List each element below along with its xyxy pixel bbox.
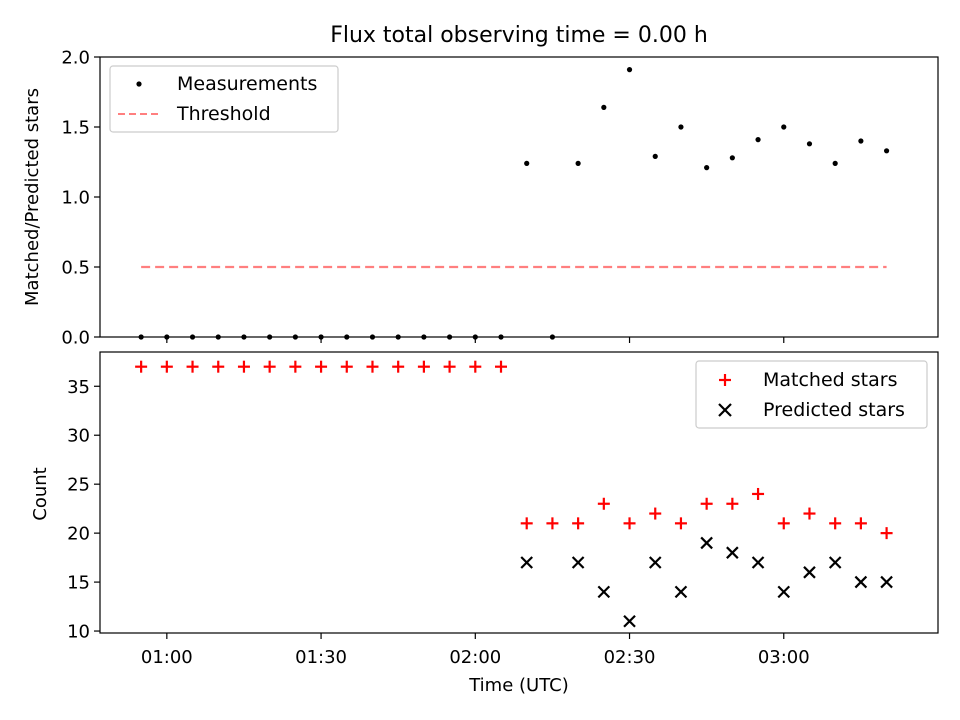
predicted-star-point [803,566,816,579]
bottom-panel: 10 15 20 25 30 35 01:00 01:30 02:00 02:30 03:00 C… [30,351,939,696]
measurement-point [678,124,684,130]
top-x-ticks [166,337,785,343]
matched-star-point [726,497,739,510]
top-title: Flux total observing time = 0.00 h [330,23,708,48]
measurement-point [601,104,607,110]
matched-star-point [366,360,379,373]
matched-star-point [829,517,842,530]
measurement-point [883,148,890,154]
matched-star-point [392,360,405,373]
matched-star-point [803,507,816,520]
top-legend: Measurements Threshold [109,65,339,133]
bottom-x-ticks: 01:00 01:30 02:00 02:30 03:00 [141,633,810,668]
predicted-star-point [854,575,868,589]
legend-measurements-marker [136,81,142,87]
top-y-axis-label: Matched/Predicted stars [22,88,43,306]
predicted-star-point [880,575,893,589]
bottom-x-axis-label: Time (UTC) [468,675,569,696]
top-y-tick-label: 0.0 [61,328,90,349]
legend-matched-marker [719,374,731,386]
legend-threshold-label: Threshold [176,103,271,125]
matched-star-point [597,497,610,510]
matched-star-point [752,487,765,500]
bottom-y-tick-label: 30 [67,426,90,447]
matched-star-point [495,360,508,373]
bottom-plot-area [135,360,893,628]
matched-star-point [572,517,585,530]
predicted-star-point [726,546,739,559]
measurement-point [704,165,710,171]
matched-star-point [340,360,353,373]
matched-star-point [135,360,148,373]
bottom-legend-box [695,360,928,429]
top-y-tick-label: 0.5 [61,258,90,279]
bottom-axes-frame [99,351,939,634]
matched-star-point [700,497,713,510]
bottom-y-tick-label: 10 [67,622,90,643]
matched-star-point [854,517,867,530]
matched-star-point [289,360,302,373]
matched-star-point [315,360,328,373]
predicted-star-point [648,556,662,569]
measurement-point [755,137,761,143]
measurement-point [781,124,787,130]
matched-star-point [443,360,456,373]
bottom-x-tick-label: 02:00 [449,647,501,668]
matched-star-point [649,507,662,520]
legend-predicted-label: Predicted stars [763,399,905,421]
predicted-star-point [597,585,611,599]
matched-star-point [237,360,250,373]
measurement-point [652,153,658,159]
predicted-star-point [777,585,791,599]
matched-star-point [263,360,276,373]
bottom-y-tick-label: 25 [67,475,90,496]
measurement-point [524,160,530,166]
top-panel: Flux total observing time = 0.00 h 0.00.… [22,23,939,349]
measurement-point [729,155,735,161]
bottom-legend: Matched stars Predicted stars [695,360,928,429]
bottom-x-tick-label: 01:30 [295,647,347,668]
top-plot-area [138,67,890,340]
matched-star-point [777,517,790,530]
bottom-y-ticks: 10 15 20 25 30 35 [67,377,100,643]
matched-star-point [469,360,482,373]
measurement-point [858,138,864,144]
matched-star-point [160,360,173,373]
measurement-point [626,67,633,73]
top-y-tick-label: 1.5 [61,118,90,139]
matched-star-point [212,360,225,373]
top-y-tick-label: 1.0 [61,188,90,209]
top-y-tick-label: 2.0 [61,48,90,69]
top-legend-box [109,65,339,133]
matched-star-point [520,517,533,530]
measurement-point [832,160,838,166]
matched-star-point [546,517,559,530]
matched-star-point [674,517,687,530]
matched-star-point [417,360,430,373]
predicted-star-point [674,585,688,599]
bottom-y-tick-label: 20 [67,524,90,545]
legend-matched-label: Matched stars [763,369,897,391]
predicted-star-point [571,556,585,569]
predicted-star-point [700,536,713,550]
matched-star-point [880,527,893,540]
predicted-star-point [623,614,636,628]
bottom-y-axis-label: Count [30,467,51,520]
matched-star-point [186,360,199,373]
bottom-x-tick-label: 03:00 [758,647,810,668]
bottom-y-tick-label: 35 [67,377,90,398]
top-y-ticks: 0.0 0.5 1.0 1.5 2.0 [61,48,100,349]
predicted-star-point [828,556,842,569]
bottom-x-tick-label: 02:30 [604,647,656,668]
measurement-point [575,160,581,166]
bottom-y-tick-label: 15 [67,573,90,594]
matched-star-point [623,517,636,530]
predicted-star-point [520,556,533,569]
legend-measurements-label: Measurements [177,73,317,95]
measurement-point [806,141,813,147]
legend-predicted-marker [718,403,732,417]
predicted-star-point [751,556,765,569]
bottom-x-tick-label: 01:00 [141,647,193,668]
